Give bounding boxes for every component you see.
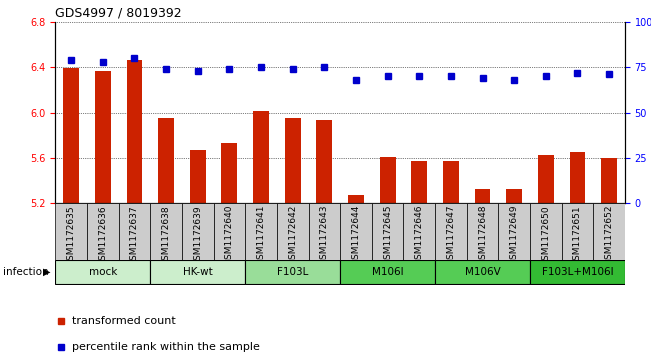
Text: F103L+M106I: F103L+M106I (542, 267, 613, 277)
Text: GSM1172640: GSM1172640 (225, 205, 234, 265)
Text: GSM1172652: GSM1172652 (605, 205, 614, 265)
Bar (253, 111, 269, 203)
FancyBboxPatch shape (467, 203, 499, 260)
Bar (570, 152, 585, 203)
Text: GSM1172646: GSM1172646 (415, 205, 424, 265)
Bar (380, 157, 396, 203)
Text: transformed count: transformed count (72, 315, 176, 326)
FancyBboxPatch shape (277, 203, 309, 260)
FancyBboxPatch shape (309, 203, 340, 260)
Text: GSM1172648: GSM1172648 (478, 205, 487, 265)
Bar (190, 150, 206, 203)
FancyBboxPatch shape (182, 203, 214, 260)
FancyBboxPatch shape (435, 203, 467, 260)
Text: GSM1172647: GSM1172647 (447, 205, 456, 265)
FancyBboxPatch shape (340, 260, 435, 285)
Text: mock: mock (89, 267, 117, 277)
Bar (348, 195, 364, 203)
FancyBboxPatch shape (340, 203, 372, 260)
Text: GSM1172643: GSM1172643 (320, 205, 329, 265)
Bar (411, 161, 427, 203)
Text: M106I: M106I (372, 267, 404, 277)
Text: GSM1172645: GSM1172645 (383, 205, 392, 265)
Text: percentile rank within the sample: percentile rank within the sample (72, 342, 260, 352)
Text: GSM1172644: GSM1172644 (352, 205, 361, 265)
Bar (158, 118, 174, 203)
Text: GSM1172651: GSM1172651 (573, 205, 582, 266)
Bar (538, 155, 554, 203)
Text: GSM1172641: GSM1172641 (256, 205, 266, 265)
Bar (506, 188, 522, 203)
Text: M106V: M106V (465, 267, 501, 277)
FancyBboxPatch shape (372, 203, 404, 260)
Text: HK-wt: HK-wt (183, 267, 213, 277)
Text: GSM1172636: GSM1172636 (98, 205, 107, 266)
Bar (443, 161, 459, 203)
Bar (284, 118, 301, 203)
Text: GSM1172635: GSM1172635 (66, 205, 76, 266)
FancyBboxPatch shape (593, 203, 625, 260)
FancyBboxPatch shape (530, 203, 562, 260)
FancyBboxPatch shape (55, 203, 87, 260)
FancyBboxPatch shape (245, 260, 340, 285)
FancyBboxPatch shape (245, 203, 277, 260)
FancyBboxPatch shape (530, 260, 625, 285)
Text: GSM1172650: GSM1172650 (542, 205, 550, 266)
Text: GDS4997 / 8019392: GDS4997 / 8019392 (55, 6, 182, 19)
Text: infection: infection (3, 267, 49, 277)
FancyBboxPatch shape (118, 203, 150, 260)
Text: GSM1172637: GSM1172637 (130, 205, 139, 266)
Bar (126, 60, 143, 203)
Bar (475, 188, 490, 203)
Text: ▶: ▶ (43, 267, 51, 277)
FancyBboxPatch shape (214, 203, 245, 260)
Text: GSM1172649: GSM1172649 (510, 205, 519, 265)
FancyBboxPatch shape (404, 203, 435, 260)
FancyBboxPatch shape (55, 260, 150, 285)
FancyBboxPatch shape (150, 260, 245, 285)
FancyBboxPatch shape (562, 203, 593, 260)
Text: GSM1172638: GSM1172638 (161, 205, 171, 266)
FancyBboxPatch shape (499, 203, 530, 260)
Text: F103L: F103L (277, 267, 309, 277)
FancyBboxPatch shape (87, 203, 118, 260)
Bar (95, 70, 111, 203)
Bar (316, 121, 332, 203)
Text: GSM1172642: GSM1172642 (288, 205, 297, 265)
FancyBboxPatch shape (435, 260, 530, 285)
Bar (63, 68, 79, 203)
Bar (221, 143, 238, 203)
Bar (602, 158, 617, 203)
Text: GSM1172639: GSM1172639 (193, 205, 202, 266)
FancyBboxPatch shape (150, 203, 182, 260)
